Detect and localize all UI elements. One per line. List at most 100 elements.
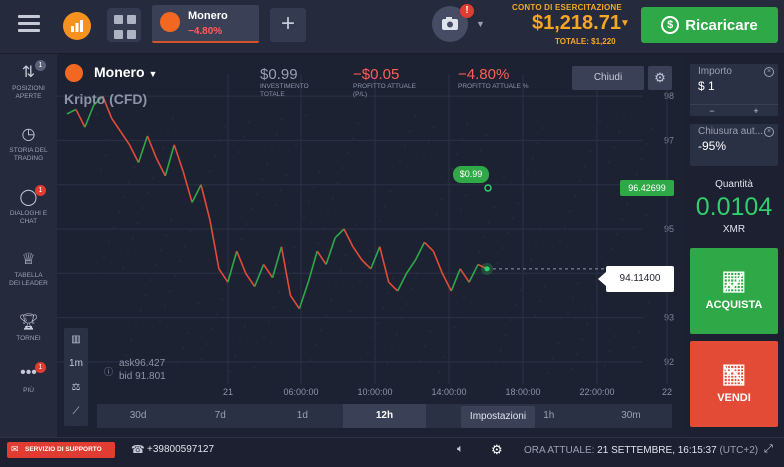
price-segment <box>388 281 399 292</box>
recharge-button[interactable]: $ Ricaricare <box>641 7 778 43</box>
chart-asset-name[interactable]: Monero ▼ <box>94 64 158 80</box>
sidebar-item-label: DIALOGHI E CHAT <box>9 210 48 225</box>
pl-pct-label: PROFITTO ATTUALE % <box>458 83 529 90</box>
chat-bubble-icon: ◯ <box>19 189 38 206</box>
drawing-icon[interactable]: ⟋ <box>72 406 80 417</box>
price-segment <box>361 259 372 270</box>
price-segment <box>352 246 363 261</box>
autoclose-value[interactable]: -95% <box>698 139 727 153</box>
account-type-label[interactable]: CONTO DI ESERCITAZIONE <box>512 3 622 12</box>
account-balance[interactable]: $1,218.71 <box>532 12 621 34</box>
price-segment <box>102 95 113 119</box>
asset-tab-monero[interactable]: Monero −4.80% <box>152 5 259 43</box>
sidebar-item-label: TABELLA DEI LEADER <box>9 272 48 287</box>
timeframe-bar: 30d 7d 1d 12h 3h 1h 30m <box>97 404 672 428</box>
x-tick-label: 21 <box>223 387 233 397</box>
price-segment <box>405 259 417 274</box>
timeframe-button[interactable]: 7d <box>214 410 226 421</box>
investment-label: INVESTIMENTO TOTALE <box>260 83 309 98</box>
gear-icon[interactable]: ⚙ <box>491 442 503 457</box>
timeframe-button[interactable]: 1d <box>296 410 308 421</box>
investment-marker[interactable]: $0.99 <box>453 166 489 183</box>
y-tick-label: 92 <box>664 357 674 367</box>
left-sidebar: ⇅ POSIZIONI APERTE 1 ◷ STORIA DEL TRADIN… <box>0 54 57 437</box>
y-tick-label: 98 <box>664 91 674 101</box>
y-tick-label: 93 <box>664 313 674 323</box>
menu-icon[interactable] <box>18 15 40 33</box>
amount-input[interactable]: $ 1 <box>698 79 715 93</box>
more-dots-icon: ••• <box>20 364 37 381</box>
volume-icon[interactable]: 🔈︎ <box>457 443 464 455</box>
autoclose-label: Chiusura aut... <box>698 126 764 137</box>
buy-button[interactable]: 📈︎ ACQUISTA <box>690 248 778 334</box>
badge-count: 1 <box>35 60 46 71</box>
chevron-down-icon[interactable]: ▼ <box>620 18 630 29</box>
sidebar-item-more[interactable]: ••• PIÙ 1 <box>0 362 57 395</box>
sidebar-item-open-positions[interactable]: ⇅ POSIZIONI APERTE 1 <box>0 60 57 101</box>
amount-minus-button[interactable]: − <box>709 106 715 116</box>
amount-field[interactable]: Importo $ 1 × − + <box>690 64 778 116</box>
x-tick-label: 06:00:00 <box>283 387 318 397</box>
price-segment <box>75 109 86 128</box>
sidebar-item-label: PIÙ <box>23 387 34 394</box>
price-segment <box>450 268 461 292</box>
price-segment <box>218 268 229 283</box>
sidebar-item-label: POSIZIONI APERTE <box>12 85 45 100</box>
price-segment <box>378 246 390 283</box>
price-segment <box>468 264 479 283</box>
chart-tools: ▥ 1m ⚖ ⟋ <box>64 328 88 426</box>
price-segment <box>289 294 301 310</box>
asset-grid-button[interactable] <box>107 8 141 42</box>
sidebar-item-trading-history[interactable]: ◷ STORIA DEL TRADING <box>0 124 57 163</box>
x-tick-label: 18:00:00 <box>505 387 540 397</box>
chat-icon: ✉ <box>11 444 19 454</box>
sell-button[interactable]: 📉︎ VENDI <box>690 341 778 427</box>
interval-button[interactable]: 1m <box>69 358 83 369</box>
price-segment <box>128 144 140 163</box>
chart-type-icon[interactable]: ▥ <box>71 334 81 345</box>
investment-stat: $0.99 INVESTIMENTO TOTALE <box>260 66 320 99</box>
price-chart[interactable]: 989796959493922106:00:0010:00:0014:00:00… <box>57 54 684 437</box>
price-segment <box>173 144 184 172</box>
gear-icon[interactable]: ⚙ <box>648 66 672 90</box>
timeframe-button[interactable]: 1h <box>543 410 555 421</box>
support-phone[interactable]: +39800597127 <box>147 444 215 455</box>
timezone: (UTC+2) <box>719 445 759 456</box>
buy-label: ACQUISTA <box>705 299 763 311</box>
fullscreen-icon[interactable]: ⤢ <box>764 443 773 455</box>
sidebar-item-chat[interactable]: ◯ DIALOGHI E CHAT 1 <box>0 185 57 226</box>
phone-icon: ☎ <box>131 444 145 456</box>
price-segment <box>396 272 408 292</box>
timeframe-button[interactable]: 30d <box>129 410 147 421</box>
support-button[interactable]: SERVIZIO DI SUPPORTO <box>7 442 115 458</box>
quantity-label: Quantità <box>715 179 753 190</box>
price-segment <box>155 157 167 177</box>
price-segment <box>432 250 444 274</box>
laurel-icon: ♕ <box>21 251 36 268</box>
indicator-icon[interactable]: ⚖ <box>71 382 81 393</box>
badge-count: 1 <box>35 185 46 196</box>
info-icon[interactable]: × <box>764 67 774 77</box>
chevron-down-icon[interactable]: ▼ <box>476 19 485 29</box>
close-icon[interactable]: × <box>764 127 774 137</box>
timeframe-button[interactable]: 30m <box>621 410 641 421</box>
sidebar-item-label: TORNEI <box>16 335 41 342</box>
history-clock-icon: ◷ <box>21 126 36 143</box>
amount-plus-button[interactable]: + <box>753 106 759 116</box>
close-position-button[interactable]: Chiudi <box>572 66 644 90</box>
sidebar-item-tournaments[interactable]: 🏆︎ TORNEI <box>0 312 57 343</box>
sidebar-item-leaderboard[interactable]: ♕ TABELLA DEI LEADER <box>0 249 57 288</box>
info-icon[interactable]: ⓘ <box>104 367 114 377</box>
price-segment <box>298 281 310 309</box>
autoclose-field[interactable]: Chiusura aut... -95% × <box>690 124 778 166</box>
price-segment <box>66 108 77 115</box>
timeframe-button-selected[interactable]: 12h <box>343 404 426 428</box>
trophy-icon: 🏆︎ <box>18 314 39 331</box>
price-segment <box>245 272 256 288</box>
pl-label: PROFITTO ATTUALE (P/L) <box>353 83 416 98</box>
brand-logo-icon[interactable] <box>63 12 91 40</box>
recharge-label: Ricaricare <box>685 16 758 34</box>
chart-area[interactable]: 989796959493922106:00:0010:00:0014:00:00… <box>57 54 684 437</box>
add-asset-button[interactable]: + <box>270 8 306 42</box>
price-segment <box>227 250 238 283</box>
